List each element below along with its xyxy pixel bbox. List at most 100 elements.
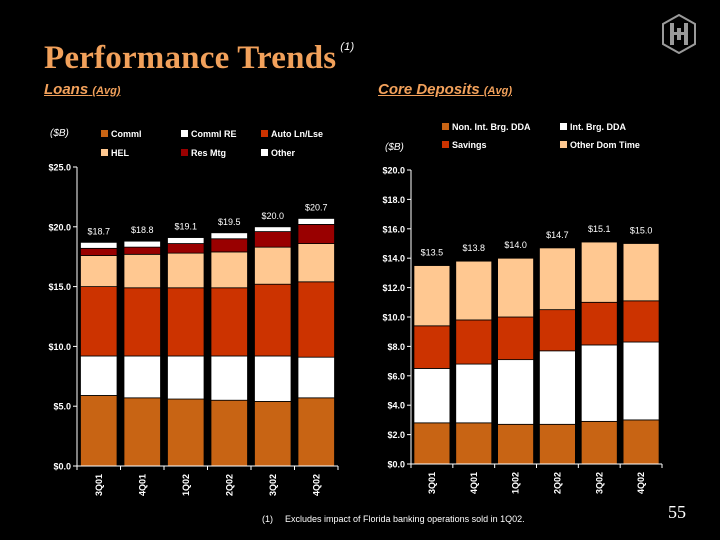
deposits-total-label-4q02: $15.0: [630, 226, 653, 236]
deposits-total-label-4q01: $13.8: [462, 243, 485, 253]
deposits-bar-int-brg-dda-4q01: [455, 363, 493, 424]
loans-bar-comml-1q02: [167, 398, 205, 467]
loans-bar-other-4q01: [123, 240, 161, 248]
loans-legend-swatch-hel: [101, 149, 108, 156]
deposits-y-tick-label: $20.0: [382, 166, 405, 176]
loans-total-label-4q01: $18.8: [131, 225, 154, 235]
loans-chart-title: Loans (Avg): [44, 81, 121, 98]
deposits-legend-swatch-savings: [442, 141, 449, 148]
loans-legend-label-comml-re: Comml RE: [191, 129, 237, 139]
loans-bar-auto-ln-lse-3q01: [80, 286, 118, 357]
loans-bar-hel-3q02: [254, 246, 292, 285]
loans-legend-label-hel: HEL: [111, 148, 130, 158]
loans-x-tick-label-4q02: 4Q02: [311, 474, 321, 496]
deposits-bar-savings-3q01: [413, 325, 451, 369]
loans-total-label-3q01: $18.7: [87, 226, 110, 236]
deposits-chart-title: Core Deposits (Avg): [378, 81, 512, 98]
deposits-y-tick-label: $10.0: [382, 313, 405, 323]
deposits-legend-label-non-int-brg-dda: Non. Int. Brg. DDA: [452, 122, 531, 132]
loans-total-label-1q02: $19.1: [174, 222, 197, 232]
loans-bar-comml-re-2q02: [210, 355, 248, 401]
deposits-x-tick-label-4q02: 4Q02: [636, 472, 646, 494]
deposits-bar-savings-3q02: [580, 301, 618, 346]
deposits-legend-label-int-brg-dda: Int. Brg. DDA: [570, 122, 626, 132]
loans-legend-swatch-res-mtg: [181, 149, 188, 156]
loans-legend-label-other: Other: [271, 148, 296, 158]
deposits-total-label-1q02: $14.0: [504, 240, 527, 250]
deposits-bar-int-brg-dda-1q02: [497, 359, 534, 425]
deposits-legend-swatch-non-int-brg-dda: [442, 123, 449, 130]
loans-bar-comml-re-3q01: [80, 355, 118, 396]
loans-bar-comml-re-1q02: [167, 355, 205, 400]
loans-x-tick-label-4q01: 4Q01: [137, 474, 147, 496]
loans-bar-auto-ln-lse-4q01: [123, 287, 161, 357]
huntington-logo-icon: [662, 14, 696, 54]
deposits-bar-int-brg-dda-2q02: [539, 350, 576, 425]
loans-avg-note: (Avg): [92, 85, 121, 97]
deposits-legend-label-other-dom-time: Other Dom Time: [570, 140, 640, 150]
loans-bar-hel-4q01: [123, 253, 161, 289]
deposits-x-tick-label-3q01: 3Q01: [427, 472, 437, 494]
loans-bar-auto-ln-lse-2q02: [210, 287, 248, 357]
page-number: 55: [668, 502, 686, 522]
deposits-bar-savings-2q02: [539, 309, 576, 352]
deposits-bar-savings-4q02: [622, 300, 660, 343]
deposits-bar-non-int-brg-dda-3q01: [413, 422, 451, 465]
loans-y-tick-label: $5.0: [53, 402, 71, 412]
deposits-y-tick-label: $4.0: [387, 401, 405, 411]
loans-bar-other-1q02: [167, 237, 205, 244]
deposits-bar-other-dom-time-4q01: [455, 260, 493, 321]
deposits-unit-label: ($B): [385, 142, 404, 153]
deposits-y-tick-label: $12.0: [382, 283, 405, 293]
loans-bar-other-3q02: [254, 226, 292, 232]
deposits-bar-other-dom-time-2q02: [539, 247, 576, 311]
loans-bar-comml-4q01: [123, 397, 161, 467]
loans-x-tick-label-2q02: 2Q02: [224, 474, 234, 496]
deposits-bar-non-int-brg-dda-4q02: [622, 419, 660, 465]
deposits-legend-label-savings: Savings: [452, 140, 487, 150]
loans-legend-swatch-auto-ln-lse: [261, 130, 268, 137]
loans-bar-comml-re-3q02: [254, 355, 292, 402]
loans-bar-other-3q01: [80, 241, 118, 249]
loans-x-tick-label-3q02: 3Q02: [268, 474, 278, 496]
deposits-bar-int-brg-dda-3q01: [413, 368, 451, 424]
deposits-bar-other-dom-time-1q02: [497, 257, 534, 318]
deposits-y-tick-label: $0.0: [387, 460, 405, 470]
loans-total-label-4q02: $20.7: [305, 202, 328, 212]
deposits-x-tick-label-1q02: 1Q02: [511, 472, 521, 494]
deposits-total-label-2q02: $14.7: [546, 230, 569, 240]
loans-bar-auto-ln-lse-3q02: [254, 283, 292, 357]
loans-legend-label-auto-ln-lse: Auto Ln/Lse: [271, 129, 323, 139]
deposits-bar-savings-4q01: [455, 319, 493, 365]
deposits-bar-savings-1q02: [497, 316, 534, 361]
page-title: Performance Trends (1): [44, 40, 355, 76]
loans-x-tick-label-3q01: 3Q01: [94, 474, 104, 496]
loans-bar-comml-3q01: [80, 395, 118, 467]
loans-legend-swatch-comml: [101, 130, 108, 137]
loans-bar-hel-4q02: [297, 243, 335, 283]
loans-y-tick-label: $20.0: [48, 222, 71, 232]
loans-legend-label-comml: Comml: [111, 129, 142, 139]
loans-bar-hel-1q02: [167, 252, 205, 289]
loans-y-tick-label: $25.0: [48, 163, 71, 173]
loans-bar-comml-re-4q01: [123, 355, 161, 399]
loans-total-label-3q02: $20.0: [261, 211, 284, 221]
deposits-legend-swatch-int-brg-dda: [560, 123, 567, 130]
loans-bar-comml-3q02: [254, 401, 292, 467]
deposits-y-tick-label: $18.0: [382, 195, 405, 205]
deposits-y-tick-label: $2.0: [387, 430, 405, 440]
deposits-bar-non-int-brg-dda-1q02: [497, 423, 534, 465]
loans-bar-other-4q02: [297, 218, 335, 225]
deposits-legend-swatch-other-dom-time: [560, 141, 567, 148]
loans-y-tick-label: $15.0: [48, 282, 71, 292]
footnote: (1) Excludes impact of Florida banking op…: [262, 514, 525, 524]
deposits-x-tick-label-2q02: 2Q02: [552, 472, 562, 494]
deposits-bar-other-dom-time-3q02: [580, 241, 618, 303]
loans-bar-hel-2q02: [210, 251, 248, 289]
loans-bar-auto-ln-lse-4q02: [297, 281, 335, 358]
deposits-bar-int-brg-dda-3q02: [580, 344, 618, 422]
loans-bar-auto-ln-lse-1q02: [167, 287, 205, 357]
deposits-bar-non-int-brg-dda-2q02: [539, 423, 576, 465]
deposits-y-tick-label: $16.0: [382, 224, 405, 234]
